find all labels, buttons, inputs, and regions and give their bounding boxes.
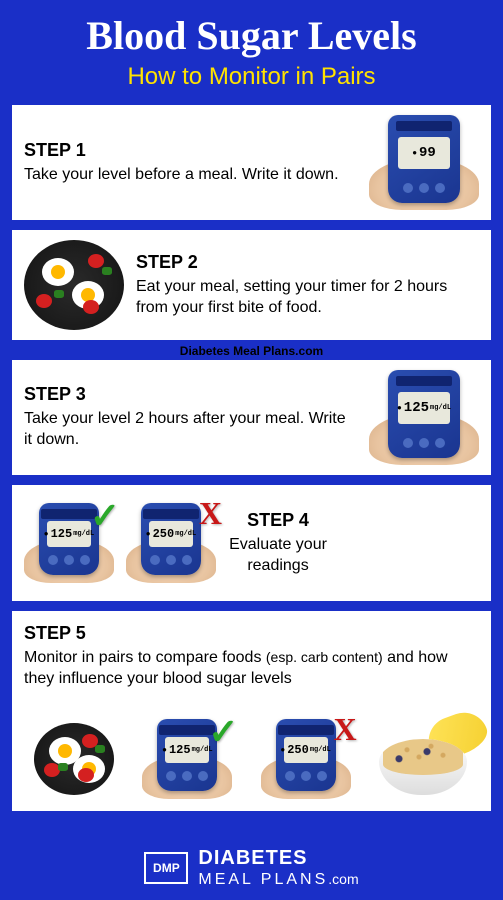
step-desc: Take your level 2 hours after your meal.…	[24, 409, 357, 451]
meal-plate-icon	[24, 240, 124, 330]
step-label: STEP 5	[24, 623, 479, 644]
check-icon: ✓	[208, 711, 238, 753]
step-2: STEP 2 Eat your meal, setting your timer…	[12, 230, 491, 340]
meter-reading: 125mg/dL	[47, 521, 91, 547]
step-desc: Eat your meal, setting your timer for 2 …	[136, 277, 479, 319]
cereal-bowl-icon	[379, 723, 469, 795]
watermark-text: Diabetes Meal Plans.com	[12, 344, 491, 358]
step-text: STEP 2 Eat your meal, setting your timer…	[136, 252, 479, 319]
meter-reading: 250mg/dL	[149, 521, 193, 547]
step-desc: Evaluate your readings	[228, 535, 328, 577]
step-3: STEP 3 Take your level 2 hours after you…	[12, 360, 491, 475]
cross-icon: X	[334, 711, 357, 748]
meter-reading: 250mg/dL	[284, 737, 328, 763]
glucose-meter-icon: 99	[369, 115, 479, 210]
cross-icon: X	[199, 495, 222, 532]
glucose-meter-bad-icon: X 250mg/dL	[261, 719, 351, 799]
glucose-meter-icon: 125mg/dL	[369, 370, 479, 465]
check-icon: ✓	[90, 495, 120, 537]
step-1: STEP 1 Take your level before a meal. Wr…	[12, 105, 491, 220]
glucose-meter-bad-icon: X 250mg/dL	[126, 503, 216, 583]
meter-reading: 125mg/dL	[165, 737, 209, 763]
step-text: STEP 1 Take your level before a meal. Wr…	[24, 140, 357, 186]
step-label: STEP 4	[228, 510, 328, 531]
step-label: STEP 2	[136, 252, 479, 273]
dmp-logo-icon: DMP	[144, 852, 188, 884]
footer-logo: DMP DIABETES MEAL PLANS.com	[12, 840, 491, 888]
infographic-container: Blood Sugar Levels How to Monitor in Pai…	[0, 0, 503, 900]
footer-brand-text: DIABETES MEAL PLANS.com	[198, 848, 358, 888]
step-desc: Take your level before a meal. Write it …	[24, 165, 357, 186]
glucose-meter-good-icon: ✓ 125mg/dL	[24, 503, 114, 583]
glucose-meter-good-icon: ✓ 125mg/dL	[142, 719, 232, 799]
step-label: STEP 3	[24, 384, 357, 405]
main-title: Blood Sugar Levels	[12, 12, 491, 59]
step-text: STEP 5 Monitor in pairs to compare foods…	[24, 623, 479, 697]
step-text: STEP 4 Evaluate your readings	[228, 510, 328, 577]
meter-reading: 99	[398, 137, 450, 169]
step-4: ✓ 125mg/dL X 250mg/dL STEP 4 Evaluate yo…	[12, 485, 491, 601]
comparison-row: ✓ 125mg/dL X 250mg/dL	[24, 719, 479, 799]
meal-plate-icon	[34, 723, 114, 795]
meter-reading: 125mg/dL	[398, 392, 450, 424]
subtitle: How to Monitor in Pairs	[12, 63, 491, 91]
step-label: STEP 1	[24, 140, 357, 161]
step-5: STEP 5 Monitor in pairs to compare foods…	[12, 611, 491, 811]
step-text: STEP 3 Take your level 2 hours after you…	[24, 384, 357, 451]
step-desc: Monitor in pairs to compare foods (esp. …	[24, 648, 479, 690]
